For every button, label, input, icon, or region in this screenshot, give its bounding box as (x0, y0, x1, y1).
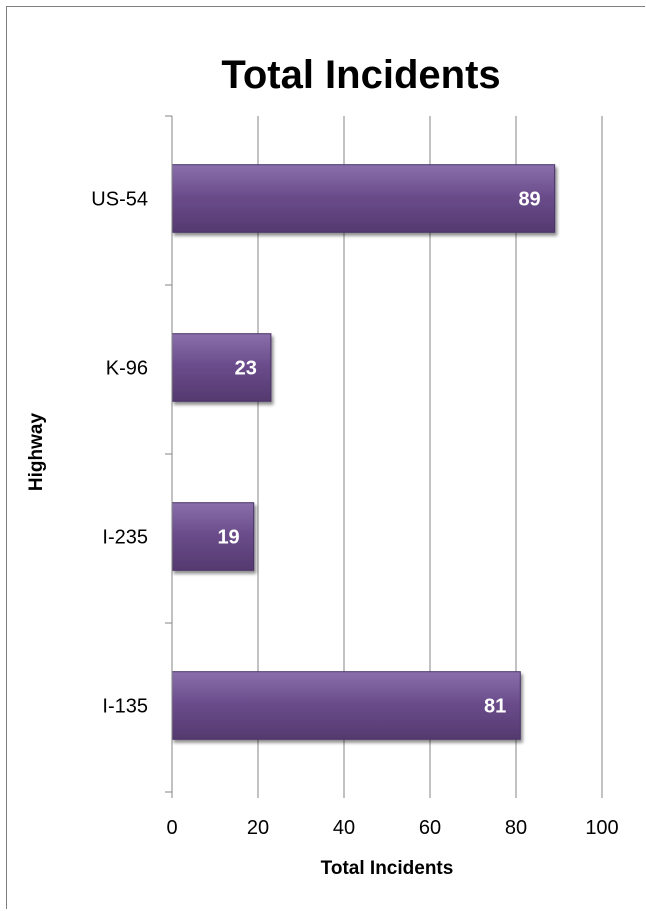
bar (171, 333, 272, 402)
bars: 89 23 19 81 (171, 164, 556, 740)
category-label: I-235 (102, 527, 148, 549)
data-label: 89 (518, 189, 540, 211)
x-tick-label: 80 (505, 817, 527, 839)
axes: 0 20 40 60 80 100 US-54 K-96 I-235 I-135 (91, 115, 619, 839)
x-axis-label: Total Incidents (321, 858, 454, 879)
x-tick-label: 0 (166, 817, 177, 839)
y-axis-label: Highway (26, 413, 47, 492)
bar (171, 502, 255, 571)
category-label: I-135 (102, 696, 148, 718)
category-label: K-96 (106, 358, 148, 380)
x-tick-label: 40 (333, 817, 355, 839)
data-label: 19 (217, 527, 239, 549)
chart-title: Total Incidents (221, 53, 500, 97)
data-label: 23 (235, 358, 257, 380)
x-tick-label: 60 (419, 817, 441, 839)
x-tick-label: 100 (585, 817, 618, 839)
data-label: 81 (484, 696, 506, 718)
chart-frame (6, 6, 645, 909)
x-tick-label: 20 (247, 817, 269, 839)
category-label: US-54 (91, 189, 148, 211)
bar (171, 164, 556, 233)
bar (171, 671, 521, 740)
